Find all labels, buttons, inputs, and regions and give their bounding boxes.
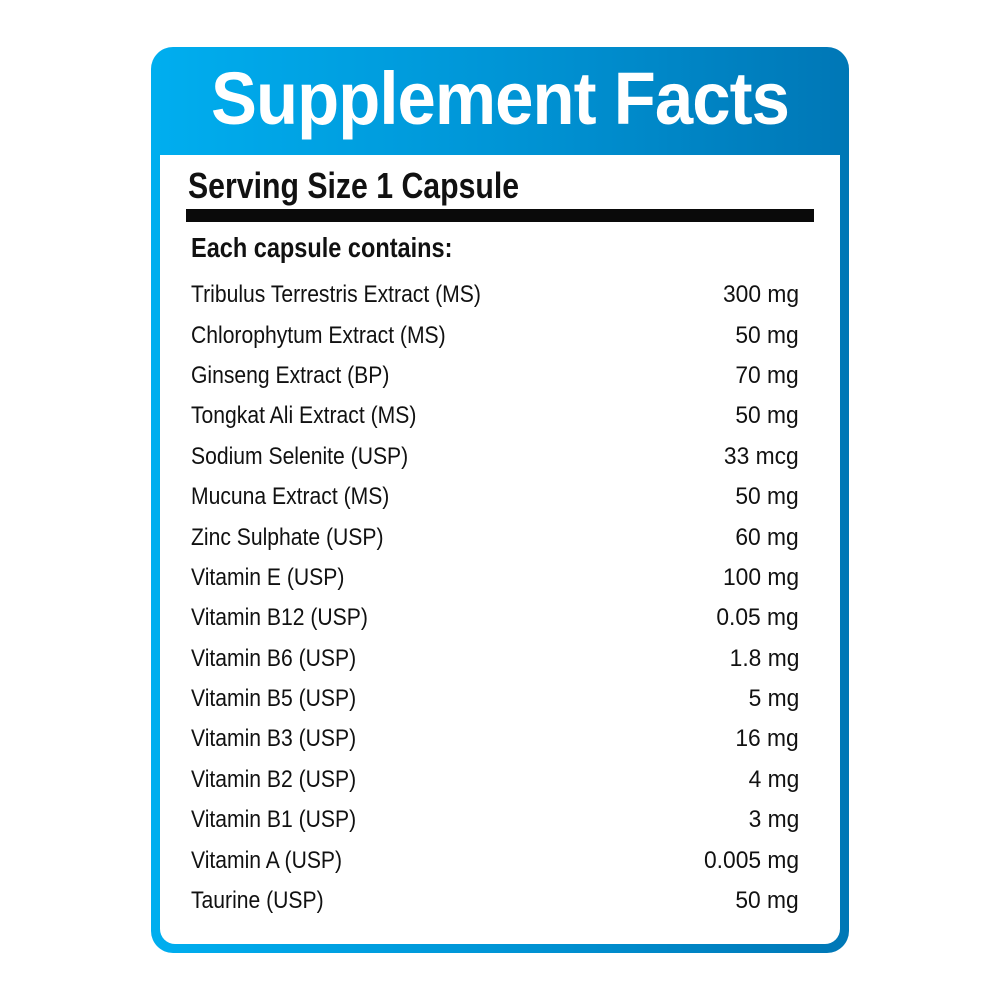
ingredient-amount: 50 mg xyxy=(735,321,799,349)
ingredient-row: Taurine (USP) 50 mg xyxy=(191,881,799,921)
ingredient-amount: 70 mg xyxy=(735,361,799,389)
ingredient-name: Ginseng Extract (BP) xyxy=(191,361,390,389)
ingredient-row: Vitamin B3 (USP) 16 mg xyxy=(191,719,799,759)
ingredient-amount: 3 mg xyxy=(748,806,799,834)
ingredient-name: Vitamin B2 (USP) xyxy=(191,765,357,793)
ingredient-amount: 50 mg xyxy=(735,483,799,511)
supplement-facts-label: Supplement Facts Serving Size 1 Capsule … xyxy=(151,47,849,953)
serving-size: Serving Size 1 Capsule xyxy=(188,165,520,206)
ingredient-row: Chlorophytum Extract (MS) 50 mg xyxy=(191,315,799,355)
ingredient-name: Vitamin B5 (USP) xyxy=(191,685,357,713)
ingredient-amount: 4 mg xyxy=(748,765,799,793)
ingredient-name: Vitamin E (USP) xyxy=(191,563,345,591)
ingredient-amount: 5 mg xyxy=(748,685,799,713)
ingredient-name: Vitamin A (USP) xyxy=(191,846,343,874)
ingredient-amount: 50 mg xyxy=(735,402,799,430)
ingredient-name: Tongkat Ali Extract (MS) xyxy=(191,402,417,430)
ingredient-amount: 50 mg xyxy=(735,887,799,915)
ingredient-row: Sodium Selenite (USP) 33 mcg xyxy=(191,437,799,477)
ingredient-name: Zinc Sulphate (USP) xyxy=(191,523,384,551)
divider-bar xyxy=(186,209,814,222)
ingredient-row: Vitamin B12 (USP) 0.05 mg xyxy=(191,598,799,638)
ingredient-row: Zinc Sulphate (USP) 60 mg xyxy=(191,517,799,557)
ingredient-row: Ginseng Extract (BP) 70 mg xyxy=(191,356,799,396)
ingredient-row: Vitamin B5 (USP) 5 mg xyxy=(191,679,799,719)
ingredient-name: Tribulus Terrestris Extract (MS) xyxy=(191,281,481,309)
ingredient-row: Vitamin B6 (USP) 1.8 mg xyxy=(191,639,799,679)
ingredient-name: Vitamin B1 (USP) xyxy=(191,806,357,834)
ingredient-amount: 60 mg xyxy=(735,523,799,551)
ingredient-amount: 100 mg xyxy=(722,563,799,591)
ingredient-name: Mucuna Extract (MS) xyxy=(191,483,390,511)
ingredient-amount: 0.005 mg xyxy=(703,846,799,874)
ingredient-amount: 16 mg xyxy=(735,725,799,753)
ingredient-amount: 1.8 mg xyxy=(729,644,799,672)
ingredient-amount: 33 mcg xyxy=(724,442,799,470)
ingredient-row: Mucuna Extract (MS) 50 mg xyxy=(191,477,799,517)
label-title: Supplement Facts xyxy=(211,57,790,140)
ingredient-list: Tribulus Terrestris Extract (MS) 300 mg Ch… xyxy=(191,275,799,921)
ingredient-row: Vitamin E (USP) 100 mg xyxy=(191,558,799,598)
section-heading: Each capsule contains: xyxy=(191,232,453,263)
ingredient-name: Sodium Selenite (USP) xyxy=(191,442,409,470)
ingredient-row: Tribulus Terrestris Extract (MS) 300 mg xyxy=(191,275,799,315)
ingredient-amount: 300 mg xyxy=(722,281,799,309)
ingredient-row: Vitamin B1 (USP) 3 mg xyxy=(191,800,799,840)
ingredient-name: Chlorophytum Extract (MS) xyxy=(191,321,446,349)
ingredient-name: Vitamin B12 (USP) xyxy=(191,604,368,632)
ingredient-name: Taurine (USP) xyxy=(191,887,324,915)
ingredient-name: Vitamin B3 (USP) xyxy=(191,725,357,753)
ingredient-amount: 0.05 mg xyxy=(716,604,799,632)
facts-panel: Serving Size 1 Capsule Each capsule cont… xyxy=(160,155,840,944)
ingredient-row: Tongkat Ali Extract (MS) 50 mg xyxy=(191,396,799,436)
ingredient-row: Vitamin A (USP) 0.005 mg xyxy=(191,840,799,880)
ingredient-name: Vitamin B6 (USP) xyxy=(191,644,357,672)
ingredient-row: Vitamin B2 (USP) 4 mg xyxy=(191,760,799,800)
